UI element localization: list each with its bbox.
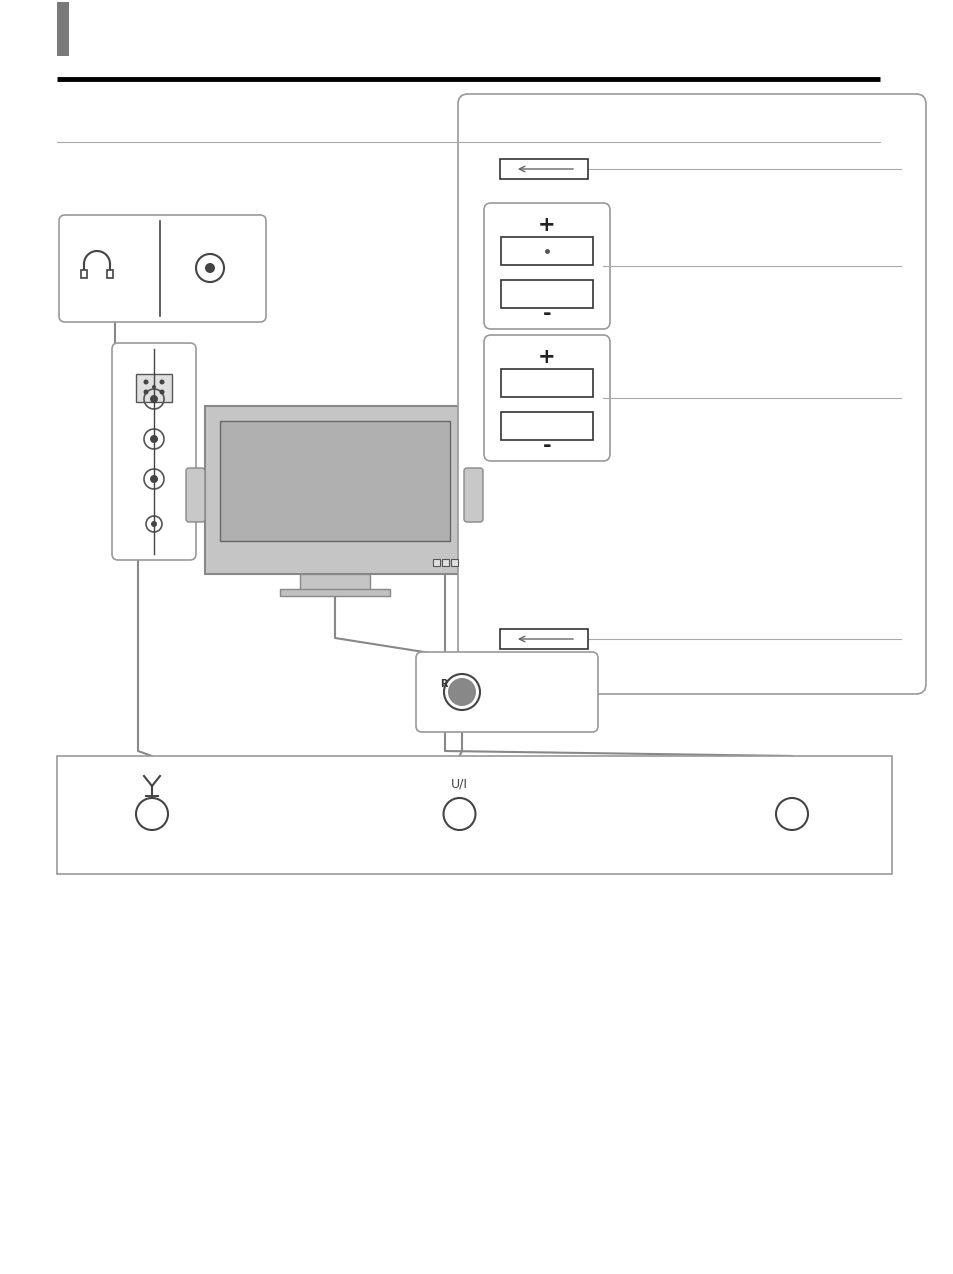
Circle shape — [150, 395, 158, 403]
Text: -: - — [542, 304, 551, 324]
Circle shape — [151, 521, 157, 527]
Bar — [81, 270, 87, 278]
Bar — [433, 559, 439, 566]
Circle shape — [159, 380, 164, 385]
Text: +: + — [537, 215, 556, 234]
Text: -: - — [542, 436, 551, 456]
Circle shape — [152, 385, 156, 389]
Circle shape — [205, 262, 214, 273]
Text: +: + — [537, 347, 556, 367]
Bar — [500, 280, 593, 308]
Bar — [57, 755, 891, 874]
FancyBboxPatch shape — [416, 652, 598, 733]
Bar — [441, 559, 449, 566]
Text: U/I: U/I — [451, 777, 468, 790]
Text: R: R — [439, 679, 447, 689]
Bar — [205, 406, 464, 575]
Circle shape — [143, 390, 149, 395]
FancyBboxPatch shape — [463, 468, 482, 522]
Circle shape — [143, 380, 149, 385]
Bar — [500, 369, 593, 397]
Bar — [499, 629, 587, 648]
FancyBboxPatch shape — [59, 215, 266, 322]
Circle shape — [150, 475, 158, 483]
Circle shape — [159, 390, 164, 395]
FancyBboxPatch shape — [186, 468, 205, 522]
Bar — [107, 270, 112, 278]
FancyBboxPatch shape — [457, 94, 925, 694]
Bar — [451, 559, 457, 566]
Bar — [299, 575, 370, 590]
FancyBboxPatch shape — [112, 343, 195, 561]
Circle shape — [448, 678, 476, 706]
Bar — [220, 420, 450, 541]
FancyBboxPatch shape — [483, 203, 609, 329]
Bar — [280, 589, 390, 596]
Circle shape — [150, 434, 158, 443]
Bar — [500, 412, 593, 440]
Bar — [136, 375, 172, 403]
Bar — [57, 3, 69, 56]
FancyBboxPatch shape — [483, 335, 609, 461]
Bar — [499, 159, 587, 180]
Bar — [500, 237, 593, 265]
